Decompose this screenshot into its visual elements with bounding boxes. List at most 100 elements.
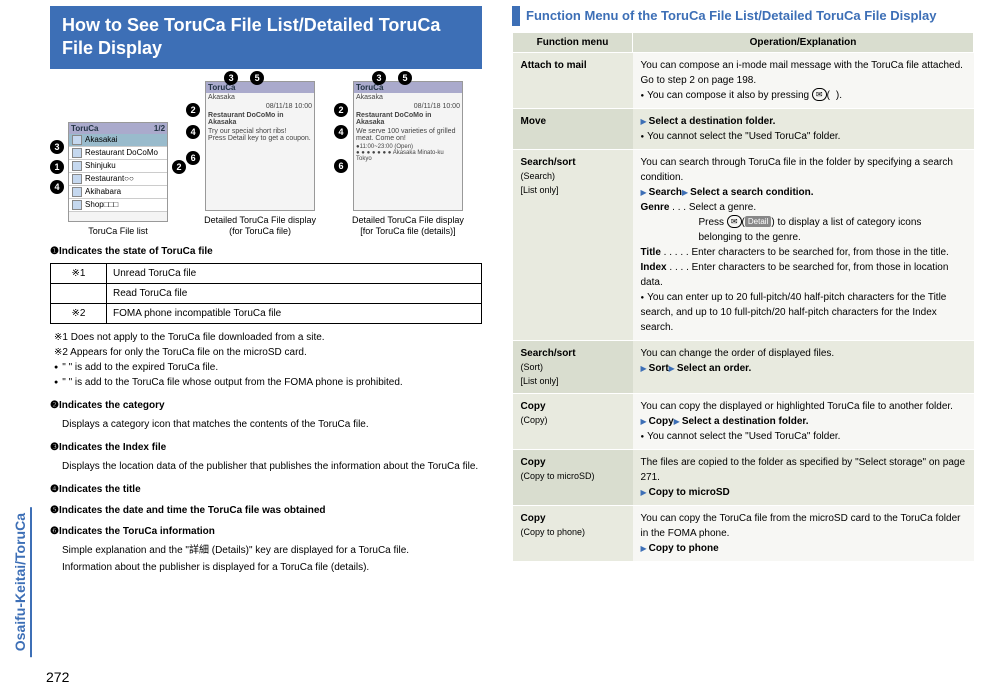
side-tab: Osaifu-Keitai/ToruCa	[10, 507, 32, 657]
table-row: Copy(Copy to microSD)The files are copie…	[513, 450, 974, 506]
fn-body-cell: The files are copied to the folder as sp…	[633, 450, 974, 506]
table-row: MoveSelect a destination folder.You cann…	[513, 109, 974, 150]
table-row: ※2FOMA phone incompatible ToruCa file	[51, 304, 482, 324]
phone-screen-detail1: ToruCa Akasaka 08/11/18 10:00 Restaurant…	[205, 81, 315, 211]
fn-name-cell: Copy(Copy to microSD)	[513, 450, 633, 506]
fn-name-cell: Copy(Copy to phone)	[513, 506, 633, 562]
callout-1: 1	[50, 160, 64, 174]
text-line: You can compose an i-mode mail message w…	[641, 58, 966, 73]
left-column: How to See ToruCa File List/Detailed Tor…	[0, 0, 502, 697]
mail-button-icon: ✉	[727, 215, 742, 228]
text-line: You can change the order of displayed fi…	[641, 346, 966, 361]
list-item: Shop□□□	[69, 199, 167, 212]
legend-text: Unread ToruCa file	[107, 264, 482, 284]
callout-2: 2	[172, 160, 186, 174]
fn-name-cell: Copy(Copy)	[513, 394, 633, 450]
callout-d1-3: 3	[224, 71, 238, 85]
page-root: How to See ToruCa File List/Detailed Tor…	[0, 0, 1004, 697]
bullet-line: You can compose it also by pressing ✉( )…	[641, 88, 966, 103]
list-item: Shinjuku	[69, 160, 167, 173]
callout-d2-2: 2	[334, 103, 348, 117]
table-row: Read ToruCa file	[51, 284, 482, 304]
fn-name-sub: (Search) [List only]	[521, 170, 625, 197]
bullet-line: You can enter up to 20 full-pitch/40 hal…	[641, 290, 966, 335]
callout-3: 3	[50, 140, 64, 154]
note-line: " " is add to the expired ToruCa file.	[54, 360, 482, 375]
callout-4: 4	[50, 180, 64, 194]
caption-detail2: Detailed ToruCa File display[for ToruCa …	[352, 215, 464, 237]
text-line: You can copy the displayed or highlighte…	[641, 399, 966, 414]
list-item: Restaurant○○	[69, 173, 167, 186]
def-line: Index . . . . Enter characters to be sea…	[641, 260, 966, 290]
sc-d2-date: 08/11/18 10:00	[354, 102, 462, 111]
table-row: Search/sort(Sort) [List only]You can cha…	[513, 341, 974, 394]
notes-block: ※1 Does not apply to the ToruCa file dow…	[54, 330, 482, 390]
callout-d2-5: 5	[398, 71, 412, 85]
page-number: 272	[46, 669, 69, 685]
text-line: You can search through ToruCa file in th…	[641, 155, 966, 185]
text-line: Go to step 2 on page 198.	[641, 73, 966, 88]
fn-name-cell: Attach to mail	[513, 53, 633, 109]
def-cont-line: Press ✉(Detail) to display a list of cat…	[641, 215, 966, 245]
d6b: Information about the publisher is displ…	[62, 560, 482, 575]
fn-body-cell: You can copy the ToruCa file from the mi…	[633, 506, 974, 562]
callout-d1-5: 5	[250, 71, 264, 85]
fn-name-cell: Move	[513, 109, 633, 150]
callout-d1-2: 2	[186, 103, 200, 117]
main-heading: How to See ToruCa File List/Detailed Tor…	[50, 6, 482, 69]
bullet-line: You cannot select the "Used ToruCa" fold…	[641, 429, 966, 444]
note-line: ※2 Appears for only the ToruCa file on t…	[54, 345, 482, 360]
fn-name-sub: (Copy to microSD)	[521, 470, 625, 484]
phone-screen-list: ToruCa 1/2 Akasakai Restaurant DoCoMo Sh…	[68, 122, 168, 222]
th-function: Function menu	[513, 33, 633, 53]
arrow-line: Select a destination folder.	[641, 114, 966, 129]
arrow-line: Copy to phone	[641, 541, 966, 556]
function-menu-table: Function menu Operation/Explanation Atta…	[512, 32, 974, 562]
callout-d1-6: 6	[186, 151, 200, 165]
callout-d1-4: 4	[186, 125, 200, 139]
arrow-line: SortSelect an order.	[641, 361, 966, 376]
text-line: You can copy the ToruCa file from the mi…	[641, 511, 966, 541]
soft-key-icon: Detail	[745, 216, 771, 227]
callout-d2-6: 6	[334, 159, 348, 173]
sc-list-page: 1/2	[154, 124, 165, 133]
callout-d2-3: 3	[372, 71, 386, 85]
sc-d2-foot: ●11:00~23:00 (Open) ● ● ● ● ● ● ● Akasak…	[354, 143, 462, 163]
legend-icon-cell	[51, 284, 107, 304]
h5: ❺Indicates the date and time the ToruCa …	[50, 505, 482, 516]
fn-body-cell: You can change the order of displayed fi…	[633, 341, 974, 394]
caption-list: ToruCa File list	[88, 226, 148, 237]
d2: Displays a category icon that matches th…	[62, 417, 482, 432]
h6: ❻Indicates the ToruCa information	[50, 526, 482, 537]
legend-text: FOMA phone incompatible ToruCa file	[107, 304, 482, 324]
list-item: Restaurant DoCoMo	[69, 147, 167, 160]
icon-legend-table: ※1Unread ToruCa file Read ToruCa file ※2…	[50, 263, 482, 324]
th-operation: Operation/Explanation	[633, 33, 974, 53]
caption-detail1: Detailed ToruCa File display(for ToruCa …	[204, 215, 316, 237]
table-row: Search/sort(Search) [List only] You can s…	[513, 150, 974, 341]
def-line: Genre . . . Select a genre.	[641, 200, 966, 215]
callout-d2-4: 4	[334, 125, 348, 139]
sc-d2-sub: Akasaka	[354, 93, 462, 102]
h2: ❷Indicates the category	[50, 400, 482, 411]
legend-icon-cell: ※2	[51, 304, 107, 324]
fn-name-sub: (Copy)	[521, 414, 625, 428]
sc-d2-place: Restaurant DoCoMo in Akasaka	[354, 111, 462, 127]
section-title-right: Function Menu of the ToruCa File List/De…	[512, 6, 974, 26]
screenshot-list: ToruCa 1/2 Akasakai Restaurant DoCoMo Sh…	[68, 122, 168, 237]
sc-d1-date: 08/11/18 10:00	[206, 102, 314, 111]
mail-button-icon: ✉	[812, 88, 827, 101]
state-heading: ❶Indicates the state of ToruCa file	[50, 246, 482, 257]
fn-body-cell: You can search through ToruCa file in th…	[633, 150, 974, 341]
note-line: " " is add to the ToruCa file whose outp…	[54, 375, 482, 390]
def-line: Title . . . . . Enter characters to be s…	[641, 245, 966, 260]
fn-name-cell: Search/sort(Search) [List only]	[513, 150, 633, 341]
screenshot-detail1: ToruCa Akasaka 08/11/18 10:00 Restaurant…	[204, 81, 316, 237]
arrow-line: Copy to microSD	[641, 485, 966, 500]
d3: Displays the location data of the publis…	[62, 459, 482, 474]
sc-d1-place: Restaurant DoCoMo in Akasaka	[206, 111, 314, 127]
list-item: Akihabara	[69, 186, 167, 199]
arrow-line: CopySelect a destination folder.	[641, 414, 966, 429]
table-header-row: Function menu Operation/Explanation	[513, 33, 974, 53]
table-row: ※1Unread ToruCa file	[51, 264, 482, 284]
